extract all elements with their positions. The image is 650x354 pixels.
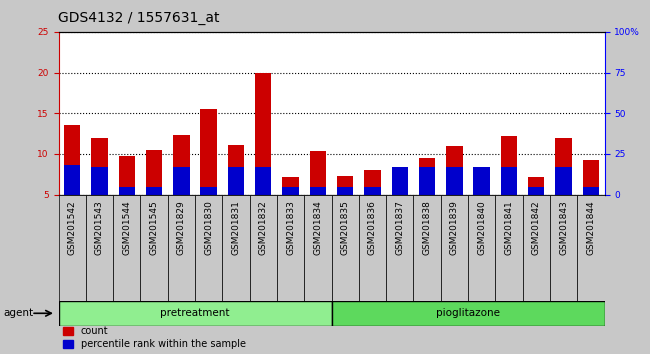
Bar [364, 187, 381, 195]
Bar [577, 195, 605, 301]
Text: GSM201837: GSM201837 [395, 200, 404, 255]
Bar [173, 135, 190, 195]
Text: GSM201842: GSM201842 [532, 200, 541, 255]
Bar [473, 177, 490, 195]
Bar [168, 195, 195, 301]
Text: GSM201836: GSM201836 [368, 200, 377, 255]
Text: GSM201840: GSM201840 [477, 200, 486, 255]
Text: pioglitazone: pioglitazone [436, 308, 500, 318]
Bar [446, 167, 463, 195]
Bar [195, 195, 222, 301]
Bar [582, 160, 599, 195]
Text: GSM201839: GSM201839 [450, 200, 459, 255]
Bar [359, 195, 386, 301]
Legend: count, percentile rank within the sample: count, percentile rank within the sample [63, 326, 246, 349]
Bar [146, 187, 162, 195]
Bar [91, 167, 108, 195]
Text: GSM201542: GSM201542 [68, 200, 77, 255]
Text: pretreatment: pretreatment [161, 308, 229, 318]
Bar [337, 187, 354, 195]
Bar [227, 167, 244, 195]
Bar [391, 167, 408, 195]
Bar [495, 195, 523, 301]
Text: GSM201841: GSM201841 [504, 200, 514, 255]
Bar [386, 195, 413, 301]
Bar [523, 195, 550, 301]
Bar [468, 195, 495, 301]
Bar [419, 158, 436, 195]
Bar [86, 195, 113, 301]
Bar [282, 177, 299, 195]
Text: agent: agent [3, 308, 33, 318]
Bar [118, 187, 135, 195]
Text: GSM201831: GSM201831 [231, 200, 240, 255]
Bar [441, 195, 468, 301]
Bar [555, 138, 572, 195]
Bar [337, 176, 354, 195]
Bar [118, 156, 135, 195]
Bar [113, 195, 140, 301]
Bar [364, 170, 381, 195]
Text: GSM201544: GSM201544 [122, 200, 131, 255]
Text: GSM201844: GSM201844 [586, 200, 595, 255]
Bar [419, 167, 436, 195]
Text: GSM201832: GSM201832 [259, 200, 268, 255]
Bar [391, 175, 408, 195]
Text: GSM201543: GSM201543 [95, 200, 104, 255]
Bar [282, 187, 299, 195]
Bar [64, 165, 81, 195]
Text: GSM201843: GSM201843 [559, 200, 568, 255]
Bar [309, 187, 326, 195]
Bar [309, 151, 326, 195]
Bar [582, 187, 599, 195]
Bar [255, 167, 272, 195]
Bar [500, 167, 517, 195]
Bar [146, 150, 162, 195]
Bar [91, 138, 108, 195]
Bar [304, 195, 332, 301]
Text: GDS4132 / 1557631_at: GDS4132 / 1557631_at [58, 11, 220, 25]
Bar [446, 146, 463, 195]
Bar [255, 73, 272, 195]
Bar [200, 109, 217, 195]
Bar [58, 301, 332, 326]
Bar [277, 195, 304, 301]
Text: GSM201545: GSM201545 [150, 200, 159, 255]
Bar [500, 136, 517, 195]
Text: GSM201838: GSM201838 [422, 200, 432, 255]
Text: GSM201834: GSM201834 [313, 200, 322, 255]
Bar [140, 195, 168, 301]
Text: GSM201829: GSM201829 [177, 200, 186, 255]
Bar [555, 167, 572, 195]
Text: GSM201835: GSM201835 [341, 200, 350, 255]
Bar [413, 195, 441, 301]
Bar [332, 195, 359, 301]
Bar [227, 145, 244, 195]
Bar [222, 195, 250, 301]
Bar [64, 126, 81, 195]
Bar [173, 167, 190, 195]
Text: GSM201833: GSM201833 [286, 200, 295, 255]
Bar [250, 195, 277, 301]
Bar [528, 187, 545, 195]
Bar [473, 167, 490, 195]
Bar [58, 195, 86, 301]
Bar [200, 187, 217, 195]
Bar [550, 195, 577, 301]
Text: GSM201830: GSM201830 [204, 200, 213, 255]
Bar [332, 301, 604, 326]
Bar [528, 177, 545, 195]
